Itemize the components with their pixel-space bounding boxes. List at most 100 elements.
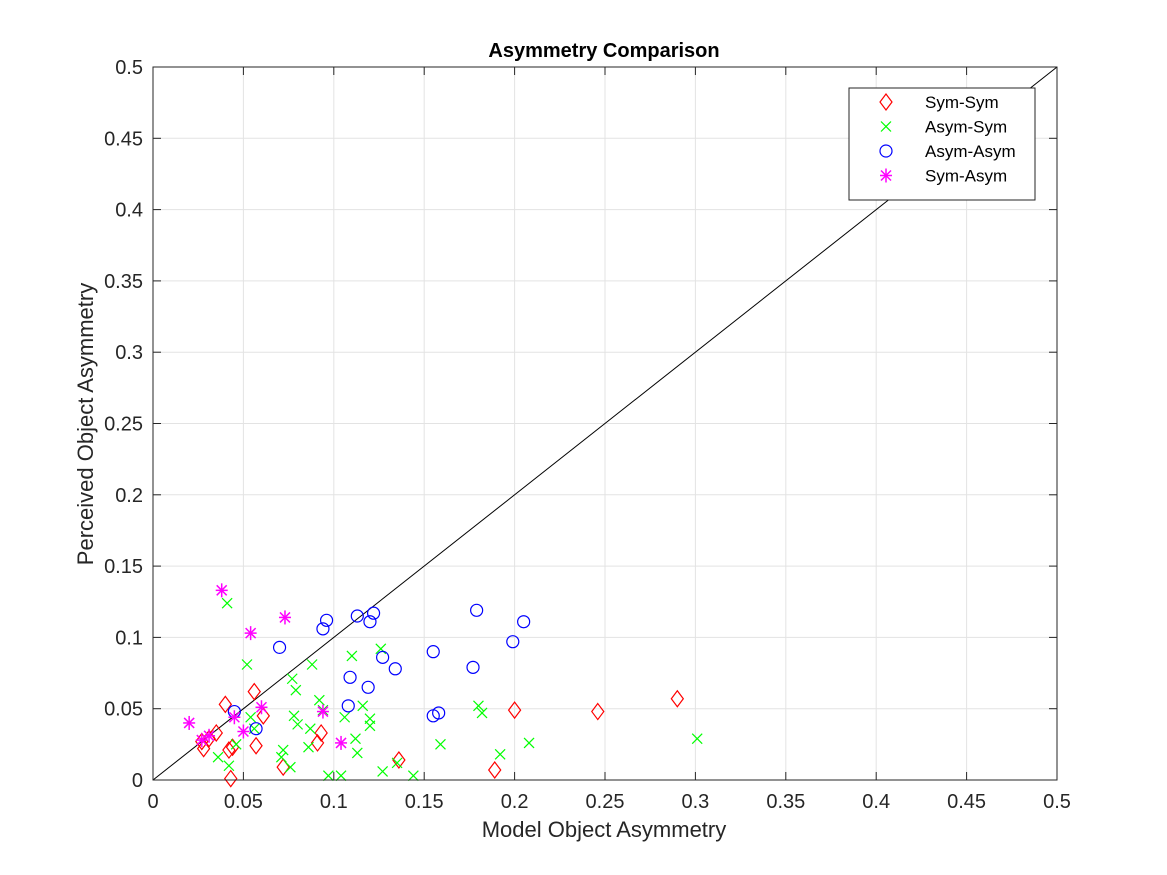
data-point-asym-sym — [339, 711, 351, 723]
data-point-asym-sym — [351, 747, 363, 759]
x-tick-label: 0.3 — [681, 791, 709, 813]
legend-marker-sym-asym — [880, 168, 892, 183]
data-point-asym-sym — [494, 748, 506, 760]
data-point-sym-sym — [249, 736, 263, 755]
x-tick-label: 0.35 — [766, 791, 805, 813]
legend-label-asym-asym: Asym-Asym — [925, 142, 1016, 161]
data-point-asym-asym — [249, 722, 263, 736]
data-point-asym-sym — [290, 684, 302, 696]
legend-marker-sym-sym — [879, 93, 893, 111]
data-point-asym-asym — [376, 650, 390, 664]
y-tick-label: 0.45 — [104, 128, 143, 150]
data-point-asym-sym — [277, 744, 289, 756]
data-point-sym-sym — [218, 695, 233, 714]
tick-labels: 0 0.05 0.1 0.15 0.2 0.25 0.3 0.35 0.4 0.45 0.5 0 0.0… — [104, 57, 1071, 813]
data-point-sym-asym — [244, 626, 257, 641]
data-point-asym-asym — [366, 606, 381, 620]
data-point-asym-sym — [221, 597, 233, 609]
data-point-asym-sym — [304, 723, 316, 735]
chart-title: Asymmetry Comparison — [488, 40, 719, 62]
data-point-asym-asym — [350, 609, 364, 623]
y-tick-label: 0.3 — [115, 342, 143, 364]
data-point-asym-sym — [364, 720, 376, 732]
data-point-asym-asym — [363, 615, 377, 629]
y-tick-label: 0.05 — [104, 699, 143, 721]
x-tick-label: 0.5 — [1043, 791, 1071, 813]
x-tick-label: 0.1 — [320, 791, 348, 813]
y-tick-label: 0.35 — [104, 271, 143, 293]
data-point-asym-sym — [230, 738, 242, 750]
data-point-sym-sym — [670, 689, 685, 708]
data-point-asym-sym — [223, 760, 235, 772]
data-point-asym-sym — [473, 700, 484, 712]
axes — [152, 66, 1058, 781]
y-tick-label: 0.4 — [115, 200, 143, 222]
data-point-asym-asym — [470, 603, 484, 617]
data-point-sym-sym — [223, 769, 238, 788]
x-axis-label: Model Object Asymmetry — [482, 817, 727, 842]
data-point-asym-asym — [316, 622, 330, 636]
data-point-asym-sym — [284, 761, 296, 773]
data-point-asym-asym — [388, 662, 402, 676]
y-tick-label: 0.2 — [115, 485, 143, 507]
data-point-asym-sym — [407, 770, 419, 782]
x-tick-label: 0.15 — [405, 791, 444, 813]
x-tick-label: 0.45 — [947, 791, 986, 813]
data-point-sym-asym — [228, 710, 241, 725]
y-tick-label: 0.1 — [115, 627, 143, 649]
data-point-asym-sym — [476, 707, 488, 719]
x-tick-label: 0 — [147, 791, 158, 813]
data-point-sym-sym — [256, 706, 271, 725]
data-point-sym-sym — [314, 723, 328, 742]
legend-marker-asym-asym — [879, 144, 893, 158]
data-point-asym-sym — [241, 659, 253, 670]
data-point-sym-sym — [247, 682, 261, 701]
data-point-sym-sym — [487, 761, 502, 780]
y-tick-label: 0.5 — [115, 57, 143, 79]
data-point-asym-asym — [506, 635, 520, 649]
data-point-sym-asym — [237, 724, 250, 739]
data-point-asym-asym — [466, 660, 480, 674]
data-point-sym-asym — [316, 704, 329, 719]
data-point-sym-sym — [209, 723, 224, 742]
data-point-sym-sym — [507, 701, 522, 720]
data-point-sym-asym — [203, 728, 216, 743]
data-point-asym-sym — [286, 673, 298, 685]
y-axis-label: Perceived Object Asymmetry — [73, 283, 98, 565]
data-point-asym-asym — [432, 706, 446, 720]
data-point-asym-sym — [303, 741, 314, 753]
data-point-asym-sym — [245, 711, 257, 723]
data-point-asym-sym — [292, 718, 304, 730]
legend: Sym-Sym Asym-Sym Asym-Asym Sym-Asym — [848, 87, 1036, 201]
legend-label-sym-sym: Sym-Sym — [925, 93, 999, 112]
data-point-sym-asym — [278, 610, 291, 625]
data-point-sym-sym — [392, 751, 406, 770]
legend-label-sym-asym: Sym-Asym — [925, 167, 1007, 186]
data-point-asym-sym — [357, 700, 369, 712]
x-tick-label: 0.4 — [862, 791, 890, 813]
data-point-asym-asym — [361, 680, 375, 694]
legend-box — [848, 87, 1036, 201]
y-tick-label: 0.25 — [104, 414, 143, 436]
data-point-asym-sym — [523, 737, 535, 749]
data-point-sym-sym — [591, 702, 605, 721]
data-point-sym-asym — [183, 715, 196, 730]
data-point-sym-asym — [215, 583, 228, 598]
legend-label-asym-sym: Asym-Sym — [925, 118, 1007, 137]
data-point-asym-sym — [322, 770, 334, 782]
x-tick-label: 0.05 — [224, 791, 263, 813]
data-point-asym-sym — [346, 650, 358, 662]
data-points — [183, 583, 703, 788]
data-point-asym-sym — [435, 738, 446, 750]
data-point-asym-sym — [691, 733, 703, 745]
data-point-asym-sym — [377, 766, 389, 777]
data-point-sym-asym — [255, 700, 268, 715]
data-point-asym-sym — [275, 751, 287, 763]
data-point-asym-asym — [517, 615, 531, 629]
data-point-asym-asym — [343, 670, 357, 684]
data-point-asym-asym — [319, 613, 334, 627]
data-point-sym-sym — [196, 739, 211, 758]
data-point-asym-sym — [313, 694, 325, 706]
data-point-asym-sym — [391, 757, 403, 769]
